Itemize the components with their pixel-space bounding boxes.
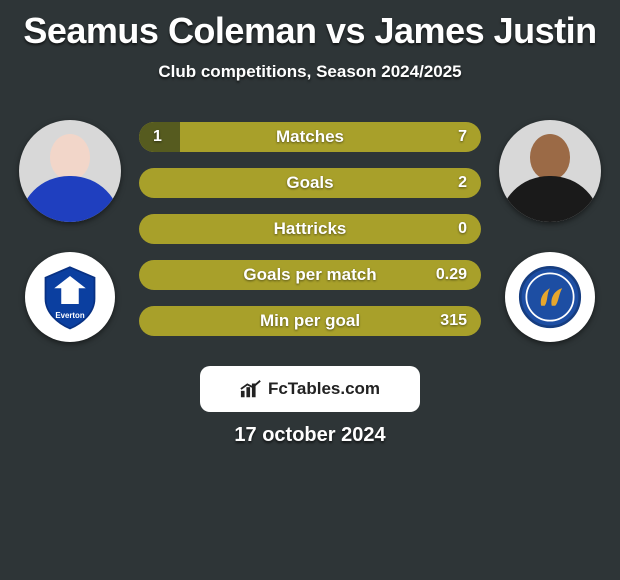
leicester-crest-icon (515, 262, 585, 332)
stat-value-right: 2 (458, 168, 467, 198)
comparison-card: Seamus Coleman vs James Justin Club comp… (0, 0, 620, 447)
club-right-crest (505, 252, 595, 342)
right-column (491, 120, 609, 342)
avatar-head (50, 134, 90, 180)
barchart-icon (240, 379, 262, 399)
stat-bar: Hattricks0 (139, 214, 481, 244)
source-logo-text: FcTables.com (268, 379, 380, 399)
stat-label: Matches (139, 122, 481, 152)
stat-value-right: 7 (458, 122, 467, 152)
avatar-body (19, 176, 121, 222)
stat-bars: 1Matches7 Goals2 Hattricks0 Goals per match… (139, 120, 481, 336)
svg-text:Everton: Everton (55, 311, 84, 320)
avatar-head (530, 134, 570, 180)
main-row: Everton 1Matches7 Goals2 Hattricks0 Goals p… (5, 120, 615, 342)
player-right-avatar (499, 120, 601, 222)
stat-value-right: 0 (458, 214, 467, 244)
stat-bar: 1Matches7 (139, 122, 481, 152)
stat-bar: Goals2 (139, 168, 481, 198)
stat-bar: Goals per match0.29 (139, 260, 481, 290)
club-left-crest: Everton (25, 252, 115, 342)
everton-crest-icon: Everton (35, 262, 105, 332)
player-left-avatar (19, 120, 121, 222)
source-logo: FcTables.com (200, 366, 420, 412)
stat-label: Goals (139, 168, 481, 198)
stat-bar: Min per goal315 (139, 306, 481, 336)
stat-value-right: 315 (440, 306, 467, 336)
stat-label: Goals per match (139, 260, 481, 290)
page-title: Seamus Coleman vs James Justin (5, 10, 615, 52)
subtitle: Club competitions, Season 2024/2025 (5, 62, 615, 82)
stat-label: Min per goal (139, 306, 481, 336)
date-text: 17 october 2024 (5, 424, 615, 447)
left-column: Everton (11, 120, 129, 342)
avatar-body (499, 176, 601, 222)
stat-value-right: 0.29 (436, 260, 467, 290)
stat-label: Hattricks (139, 214, 481, 244)
